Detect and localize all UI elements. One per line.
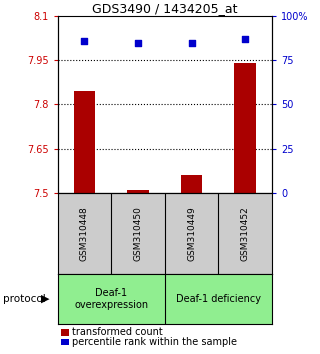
Bar	[127, 190, 149, 193]
Text: GSM310449: GSM310449	[187, 206, 196, 261]
Bar	[235, 63, 256, 193]
Text: ▶: ▶	[41, 294, 49, 304]
Bar	[74, 91, 95, 193]
Text: percentile rank within the sample: percentile rank within the sample	[72, 337, 237, 347]
Text: protocol: protocol	[3, 294, 46, 304]
Bar	[181, 175, 202, 193]
Point	[243, 36, 248, 42]
Text: GSM310452: GSM310452	[241, 206, 250, 261]
Text: Deaf-1
overexpression: Deaf-1 overexpression	[74, 288, 148, 310]
Point	[189, 40, 194, 46]
Text: GSM310448: GSM310448	[80, 206, 89, 261]
Title: GDS3490 / 1434205_at: GDS3490 / 1434205_at	[92, 2, 237, 15]
Point	[82, 38, 87, 44]
Text: Deaf-1 deficiency: Deaf-1 deficiency	[176, 294, 261, 304]
Point	[135, 40, 140, 46]
Text: GSM310450: GSM310450	[133, 206, 142, 261]
Text: transformed count: transformed count	[72, 327, 163, 337]
